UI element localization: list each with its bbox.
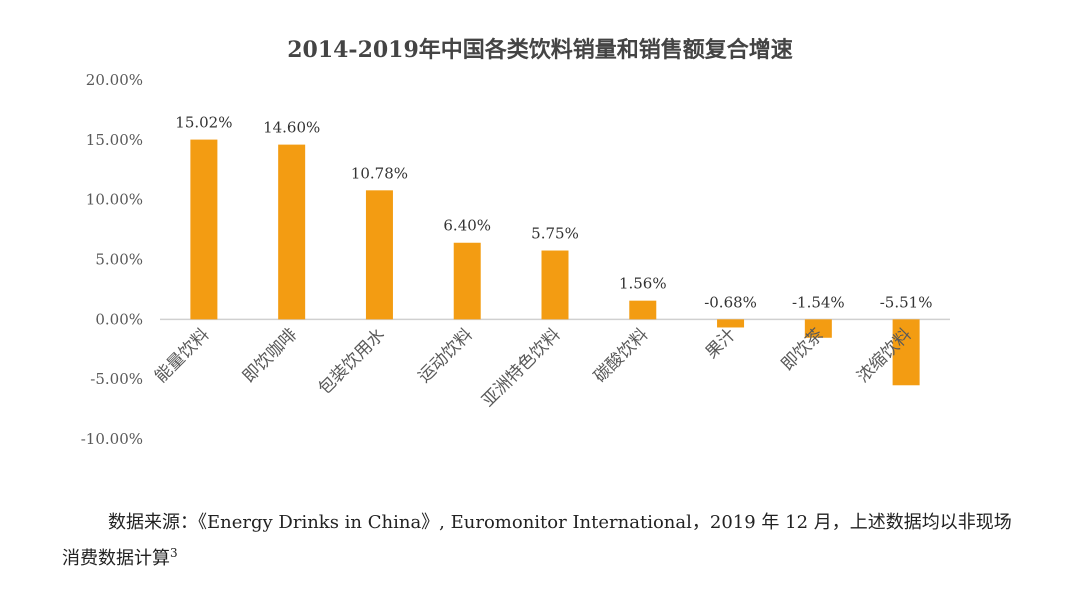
category-label: 碳酸饮料 (590, 325, 652, 387)
category-labels: 能量饮料 即饮咖啡 包装饮用水 运动饮料 亚洲特色饮料 碳酸饮料 果汁 即饮茶 浓缩饮料 (151, 325, 915, 411)
data-label: -5.51% (880, 293, 933, 311)
bar (629, 300, 657, 320)
category-label: 亚洲特色饮料 (478, 325, 564, 411)
data-labels: 15.02% 14.60% 10.78% 6.40% 5.75% 1.56% -0.68% -… (175, 114, 932, 312)
y-tick-label: 20.00% (86, 71, 143, 89)
data-label: 14.60% (263, 119, 320, 137)
category-label: 运动饮料 (415, 325, 477, 387)
y-tick-label: 15.00% (86, 131, 143, 149)
bar (365, 190, 393, 320)
bar (541, 250, 569, 320)
data-label: 15.02% (175, 114, 232, 132)
chart-title: 2014-2019年中国各类饮料销量和销售额复合增速 (287, 37, 793, 63)
y-tick-label: -5.00% (90, 370, 143, 388)
bar (717, 319, 745, 328)
footnote-mark: 3 (170, 546, 178, 560)
bar (804, 319, 832, 338)
data-label: 10.78% (351, 164, 408, 182)
bar (278, 144, 306, 320)
category-label: 能量饮料 (151, 325, 213, 387)
data-label: 6.40% (443, 217, 491, 235)
bar (190, 139, 218, 320)
data-label: 5.75% (531, 225, 579, 243)
category-label: 即饮咖啡 (239, 325, 301, 387)
y-tick-label: -10.00% (81, 430, 143, 448)
source-text: 数据来源：《Energy Drinks in China》, Euromonit… (62, 512, 1012, 569)
data-label: 1.56% (619, 275, 667, 293)
bar (892, 319, 920, 386)
y-tick-label: 10.00% (86, 191, 143, 209)
y-tick-label: 5.00% (95, 251, 143, 269)
source-note: 数据来源：《Energy Drinks in China》, Euromonit… (62, 508, 1022, 574)
y-tick-label: 0.00% (95, 310, 143, 328)
category-label: 即饮茶 (778, 325, 828, 375)
data-label: -0.68% (704, 293, 757, 311)
bar-chart: 20.00% 15.00% 10.00% 5.00% 0.00% -5.00% -10.00… (81, 71, 950, 448)
data-label: -1.54% (792, 293, 845, 311)
bars (190, 139, 920, 386)
bar (453, 242, 481, 320)
category-label: 包装饮用水 (315, 325, 389, 399)
category-label: 果汁 (702, 325, 740, 363)
y-axis: 20.00% 15.00% 10.00% 5.00% 0.00% -5.00% -10.00… (81, 71, 143, 448)
